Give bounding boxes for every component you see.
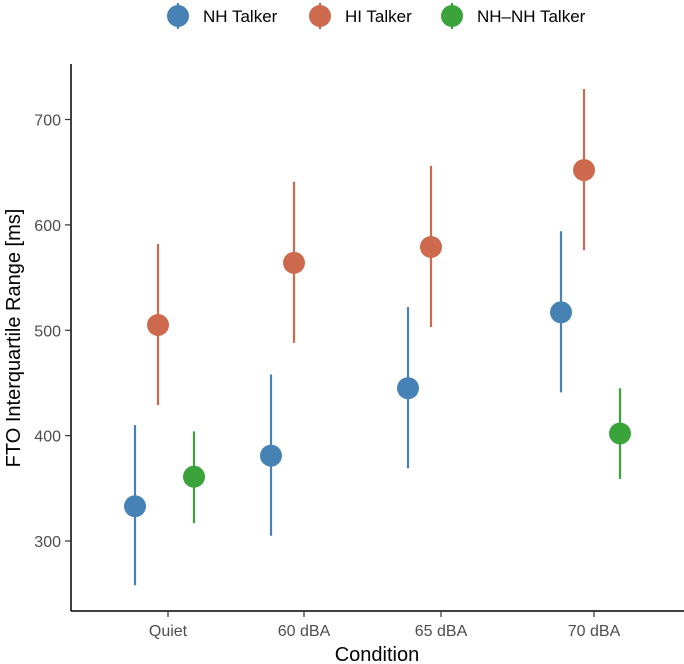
y-tick-label: 600: [34, 218, 61, 235]
y-tick-label: 300: [34, 534, 61, 551]
y-tick-label: 400: [34, 429, 61, 446]
legend-key-point: [309, 5, 331, 27]
data-point: [573, 159, 595, 182]
x-ticks: Quiet 60 dBA 65 dBA 70 dBA: [149, 611, 621, 640]
legend-label: HI Talker: [345, 7, 412, 26]
data-point: [183, 465, 205, 488]
x-tick-label: Quiet: [149, 623, 188, 640]
legend-label: NH Talker: [203, 7, 278, 26]
data-point: [147, 313, 169, 336]
legend-label: NH–NH Talker: [477, 7, 586, 26]
legend-key-point: [441, 5, 463, 27]
data-point: [397, 377, 419, 400]
x-tick-label: 70 dBA: [568, 623, 621, 640]
x-tick-label: 65 dBA: [415, 623, 468, 640]
y-ticks: 300 400 500 600 700: [34, 113, 71, 551]
data-point: [420, 236, 442, 259]
data-point: [260, 444, 282, 467]
data-point: [550, 301, 572, 324]
x-axis-title: Condition: [335, 644, 420, 664]
data-point: [124, 495, 146, 518]
data-marks: [124, 88, 631, 586]
x-tick-label: 60 dBA: [278, 623, 331, 640]
y-tick-label: 500: [34, 323, 61, 340]
data-point: [609, 422, 631, 445]
y-axis-title: FTO Interquartile Range [ms]: [3, 209, 25, 468]
data-point: [283, 251, 305, 274]
legend: NH Talker HI Talker NH–NH Talker: [167, 3, 586, 29]
legend-key-point: [167, 5, 189, 27]
y-tick-label: 700: [34, 113, 61, 130]
